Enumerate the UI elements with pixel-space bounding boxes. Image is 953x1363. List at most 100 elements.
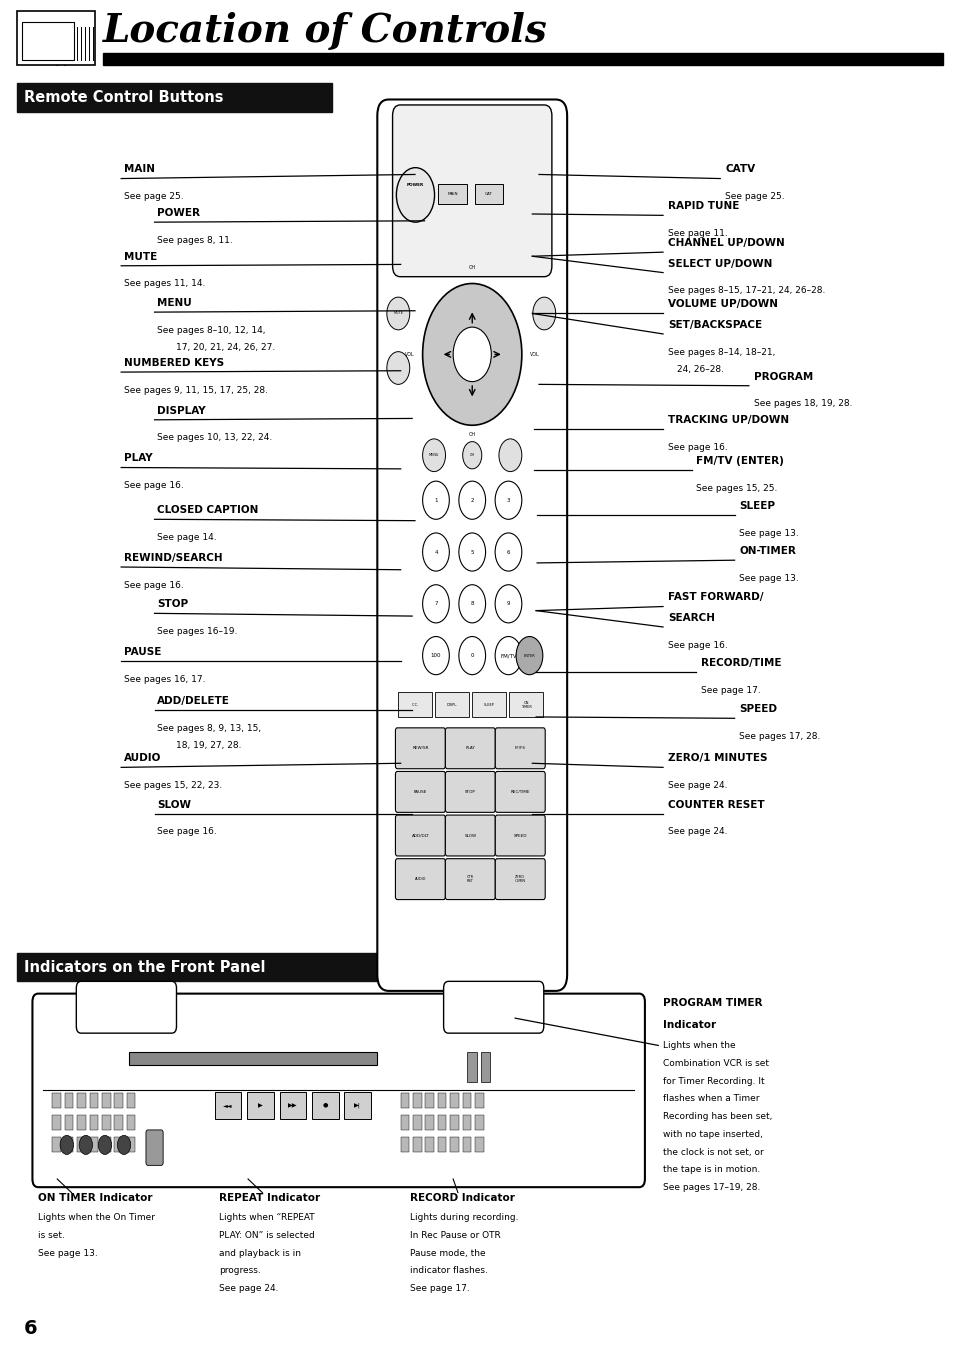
Text: See pages 18, 19, 28.: See pages 18, 19, 28. xyxy=(753,399,851,409)
Circle shape xyxy=(422,637,449,675)
Text: PLAY: PLAY xyxy=(465,747,475,750)
Text: CAT: CAT xyxy=(484,192,493,195)
Bar xyxy=(472,692,506,717)
Text: with no tape inserted,: with no tape inserted, xyxy=(662,1130,762,1139)
Text: SPEED: SPEED xyxy=(513,834,526,837)
Text: AUDIO: AUDIO xyxy=(415,878,426,880)
Text: PROGRAM: PROGRAM xyxy=(753,372,812,382)
Text: See page 16.: See page 16. xyxy=(667,443,727,453)
Text: ◄◄: ◄◄ xyxy=(223,1103,233,1108)
Text: FF/FS: FF/FS xyxy=(515,747,525,750)
Text: 6: 6 xyxy=(24,1319,37,1338)
FancyBboxPatch shape xyxy=(495,771,544,812)
Bar xyxy=(52,1115,61,1130)
Text: Pause mode, the: Pause mode, the xyxy=(410,1249,485,1258)
Bar xyxy=(17,953,446,981)
Bar xyxy=(114,1115,123,1130)
FancyBboxPatch shape xyxy=(445,728,495,769)
Text: REW/SR: REW/SR xyxy=(412,747,428,750)
Circle shape xyxy=(458,585,485,623)
Text: is set.: is set. xyxy=(38,1231,65,1240)
Text: NUMBERED KEYS: NUMBERED KEYS xyxy=(124,358,224,368)
Bar xyxy=(437,1093,446,1108)
Circle shape xyxy=(495,533,521,571)
Bar xyxy=(475,1137,483,1152)
Text: See page 13.: See page 13. xyxy=(38,1249,98,1258)
FancyBboxPatch shape xyxy=(392,105,551,277)
Text: See page 25.: See page 25. xyxy=(724,192,783,202)
Text: RECORD/TIME: RECORD/TIME xyxy=(700,658,781,668)
Text: 5: 5 xyxy=(470,549,474,555)
Text: PLAY: PLAY xyxy=(124,454,152,463)
Bar xyxy=(413,1137,421,1152)
Text: 3: 3 xyxy=(506,497,510,503)
Text: and playback is in: and playback is in xyxy=(219,1249,301,1258)
Text: ▶: ▶ xyxy=(258,1103,262,1108)
Bar xyxy=(462,1115,471,1130)
Text: 9: 9 xyxy=(506,601,510,607)
Text: ZERO/1 MINUTES: ZERO/1 MINUTES xyxy=(667,754,766,763)
Text: ▶|: ▶| xyxy=(354,1103,361,1108)
Bar xyxy=(450,1093,458,1108)
Text: VOL: VOL xyxy=(529,352,538,357)
Text: indicator flashes.: indicator flashes. xyxy=(410,1266,488,1276)
Bar xyxy=(462,1093,471,1108)
Bar xyxy=(247,1092,274,1119)
Bar xyxy=(65,1137,73,1152)
Bar xyxy=(114,1093,123,1108)
Bar xyxy=(509,692,542,717)
FancyBboxPatch shape xyxy=(376,99,566,991)
Text: FM/TV: FM/TV xyxy=(499,653,517,658)
Text: See page 13.: See page 13. xyxy=(739,574,799,583)
Bar xyxy=(437,1115,446,1130)
Text: ▶▶: ▶▶ xyxy=(288,1103,297,1108)
Text: Lights when the: Lights when the xyxy=(662,1041,735,1051)
Bar xyxy=(77,1093,86,1108)
Bar xyxy=(450,1115,458,1130)
Bar xyxy=(398,692,432,717)
Circle shape xyxy=(422,481,449,519)
Text: ENTER: ENTER xyxy=(523,654,535,657)
Text: ADD/DLT: ADD/DLT xyxy=(411,834,429,837)
Bar xyxy=(312,1092,338,1119)
FancyBboxPatch shape xyxy=(76,981,176,1033)
Bar xyxy=(214,1092,241,1119)
Text: SLEEP: SLEEP xyxy=(483,703,495,706)
Text: See page 14.: See page 14. xyxy=(157,533,217,542)
Text: See pages 9, 11, 15, 17, 25, 28.: See pages 9, 11, 15, 17, 25, 28. xyxy=(124,386,268,395)
FancyBboxPatch shape xyxy=(395,859,445,900)
Text: POWER: POWER xyxy=(407,184,423,187)
Bar xyxy=(52,1093,61,1108)
Text: STOP: STOP xyxy=(157,600,189,609)
Text: FM/TV (ENTER): FM/TV (ENTER) xyxy=(696,457,783,466)
Text: See pages 10, 13, 22, 24.: See pages 10, 13, 22, 24. xyxy=(157,433,273,443)
Bar xyxy=(102,1137,111,1152)
Text: See page 13.: See page 13. xyxy=(739,529,799,538)
Bar xyxy=(127,1093,135,1108)
Text: SLOW: SLOW xyxy=(464,834,476,837)
Text: 8: 8 xyxy=(470,601,474,607)
Text: AUDIO: AUDIO xyxy=(124,754,161,763)
Circle shape xyxy=(495,637,521,675)
Text: Combination VCR is set: Combination VCR is set xyxy=(662,1059,768,1069)
Text: See pages 8, 11.: See pages 8, 11. xyxy=(157,236,233,245)
Text: See page 16.: See page 16. xyxy=(157,827,217,837)
Text: See pages 16–19.: See pages 16–19. xyxy=(157,627,237,637)
Circle shape xyxy=(396,168,434,222)
Bar xyxy=(279,1092,306,1119)
Text: REC/TIME: REC/TIME xyxy=(510,791,530,793)
Circle shape xyxy=(498,439,521,472)
FancyBboxPatch shape xyxy=(445,815,495,856)
Text: MAIN: MAIN xyxy=(447,192,457,195)
Text: See page 17.: See page 17. xyxy=(410,1284,470,1293)
Circle shape xyxy=(60,1135,73,1154)
Bar xyxy=(65,1093,73,1108)
Text: C.C.: C.C. xyxy=(412,703,418,706)
Text: COUNTER RESET: COUNTER RESET xyxy=(667,800,763,810)
Bar xyxy=(400,1137,409,1152)
Bar xyxy=(22,22,74,60)
FancyBboxPatch shape xyxy=(495,728,544,769)
Text: SEARCH: SEARCH xyxy=(667,613,714,623)
Text: 17, 20, 21, 24, 26, 27.: 17, 20, 21, 24, 26, 27. xyxy=(176,343,275,353)
Bar xyxy=(17,83,332,112)
